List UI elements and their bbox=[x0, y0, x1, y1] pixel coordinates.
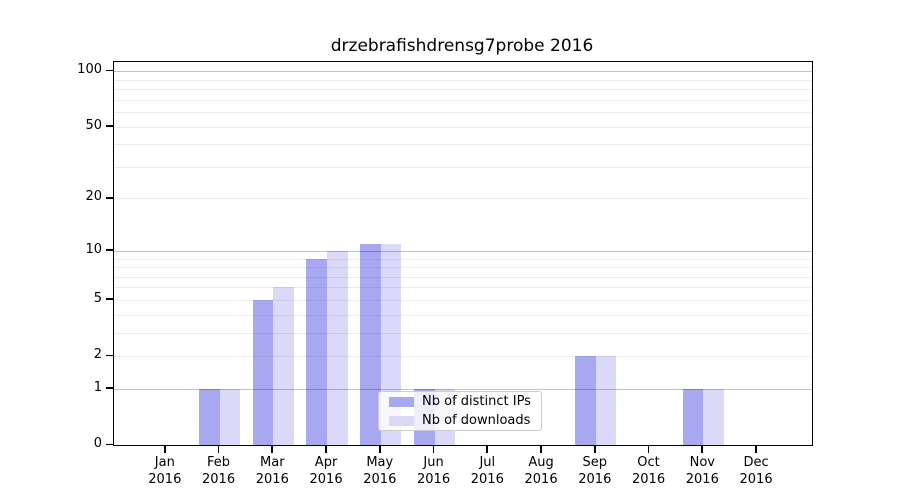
legend-item: Nb of distinct IPs bbox=[389, 393, 541, 410]
bar-downloads-nov bbox=[703, 388, 724, 445]
y-tick-label-50: 50 bbox=[85, 117, 102, 133]
y-gridline-20 bbox=[114, 198, 812, 200]
y-gridline-5 bbox=[114, 299, 812, 301]
bar-downloads-feb bbox=[219, 388, 241, 445]
y-gridline-6 bbox=[114, 287, 812, 289]
y-gridline-1 bbox=[114, 388, 812, 390]
y-gridline-70 bbox=[114, 99, 812, 101]
chart-title: drzebrafishdrensg7probe 2016 bbox=[330, 36, 594, 56]
y-tick bbox=[106, 354, 113, 357]
bar-distinct-ips-mar bbox=[252, 299, 274, 445]
y-tick-label-20: 20 bbox=[85, 189, 102, 205]
plot-canvas bbox=[114, 62, 812, 445]
x-tick bbox=[378, 445, 381, 453]
bar-downloads-apr bbox=[327, 250, 348, 445]
legend: Nb of distinct IPs Nb of downloads bbox=[378, 391, 542, 431]
y-tick bbox=[106, 125, 113, 127]
bar-distinct-ips-feb bbox=[198, 388, 220, 445]
bar-distinct-ips-may bbox=[360, 243, 381, 445]
y-gridline-80 bbox=[114, 89, 812, 91]
y-tick bbox=[106, 69, 113, 72]
x-tick-label-oct: Oct 2016 bbox=[632, 455, 666, 487]
y-gridline-8 bbox=[114, 267, 812, 269]
x-tick-label-sep: Sep 2016 bbox=[578, 455, 612, 487]
x-tick bbox=[217, 445, 220, 453]
y-gridline-2 bbox=[114, 356, 812, 358]
x-tick-label-may: May 2016 bbox=[363, 455, 397, 487]
x-tick bbox=[432, 445, 435, 453]
plot-area bbox=[113, 61, 813, 446]
legend-label: Nb of distinct IPs bbox=[422, 394, 531, 409]
bar-distinct-ips-nov bbox=[682, 388, 704, 445]
legend-swatch-distinct-ips bbox=[389, 396, 414, 407]
x-tick bbox=[325, 445, 327, 453]
y-gridline-10 bbox=[114, 250, 812, 252]
x-tick-label-dec: Dec 2016 bbox=[739, 455, 773, 487]
y-gridline-40 bbox=[114, 144, 812, 146]
y-tick-label-5: 5 bbox=[93, 290, 102, 306]
x-tick-label-jan: Jan 2016 bbox=[148, 455, 182, 487]
x-tick-label-nov: Nov 2016 bbox=[685, 455, 719, 487]
x-tick bbox=[755, 445, 757, 453]
legend-item: Nb of downloads bbox=[389, 412, 541, 429]
x-tick-label-aug: Aug 2016 bbox=[524, 455, 558, 487]
x-tick bbox=[486, 445, 489, 453]
y-tick bbox=[106, 387, 113, 390]
y-tick bbox=[106, 196, 113, 199]
y-tick bbox=[106, 249, 113, 252]
x-tick bbox=[163, 445, 166, 453]
y-gridline-90 bbox=[114, 79, 812, 81]
y-tick-label-10: 10 bbox=[85, 241, 102, 257]
x-tick bbox=[647, 445, 650, 453]
legend-swatch-downloads bbox=[389, 415, 414, 426]
x-tick bbox=[271, 445, 274, 453]
y-gridline-7 bbox=[114, 276, 812, 278]
y-gridline-60 bbox=[114, 112, 812, 114]
x-tick-label-jun: Jun 2016 bbox=[417, 455, 451, 487]
x-tick bbox=[593, 445, 596, 453]
x-tick-label-feb: Feb 2016 bbox=[202, 455, 236, 487]
x-tick bbox=[540, 445, 542, 453]
y-tick-label-1: 1 bbox=[93, 379, 102, 395]
y-gridline-9 bbox=[114, 258, 812, 260]
x-tick-label-apr: Apr 2016 bbox=[309, 455, 343, 487]
bar-downloads-sep bbox=[595, 356, 617, 445]
bar-distinct-ips-sep bbox=[575, 356, 596, 445]
y-tick-label-2: 2 bbox=[93, 347, 102, 363]
y-gridline-30 bbox=[114, 166, 812, 168]
y-tick-label-0: 0 bbox=[93, 436, 102, 451]
y-gridline-100 bbox=[114, 71, 812, 73]
bar-downloads-mar bbox=[273, 287, 294, 445]
legend-label: Nb of downloads bbox=[422, 413, 531, 428]
y-gridline-50 bbox=[114, 126, 812, 128]
y-gridline-4 bbox=[114, 314, 812, 316]
x-tick-label-jul: Jul 2016 bbox=[470, 455, 504, 487]
y-tick bbox=[106, 443, 113, 446]
y-gridline-3 bbox=[114, 332, 812, 334]
x-tick-label-mar: Mar 2016 bbox=[255, 455, 289, 487]
y-tick-label-100: 100 bbox=[77, 62, 102, 78]
x-tick bbox=[701, 445, 704, 453]
y-tick bbox=[106, 298, 113, 301]
bar-distinct-ips-apr bbox=[306, 258, 328, 445]
